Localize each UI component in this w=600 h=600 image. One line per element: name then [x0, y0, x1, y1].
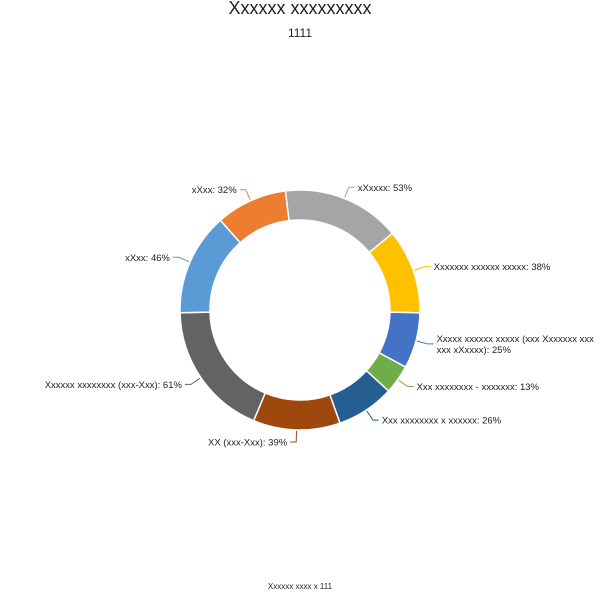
donut-slice-7 — [179, 311, 267, 422]
donut-slice-8 — [179, 219, 242, 314]
slice-label-xxxx-32: xXxx: 32% — [192, 185, 237, 196]
leader-line-7 — [184, 377, 201, 385]
leader-line-8 — [172, 256, 190, 263]
leader-line-5 — [366, 410, 379, 421]
slice-label-xxxxxx-xxxxxxxx-xxx-xxx-61: Xxxxxx xxxxxxxx (xxx-Xxx): 61% — [45, 380, 183, 391]
donut-slice-9 — [219, 190, 290, 244]
leader-line-6 — [290, 430, 298, 443]
chart-footnote: Xxxxxx xxxx x 111 — [267, 582, 333, 591]
slice-label-xx-xxx-xxx-39: XX (xxx-Xxx): 39% — [208, 437, 288, 448]
leader-line-3 — [416, 340, 434, 345]
slice-label-xxx-xxxxxxxx-x-xxxxxx-26: Xxx xxxxxxxx x xxxxxx: 26% — [382, 416, 502, 427]
leader-line-4 — [398, 379, 414, 388]
slice-label-xxxxxxx-xxxxxx-xxxxx-38: Xxxxxxx xxxxxx xxxxx: 38% — [434, 262, 551, 273]
slice-label-xxxx-46: xXxx: 46% — [125, 253, 170, 264]
leader-line-2 — [414, 266, 431, 271]
chart-title: Xxxxxx xxxxxxxxx — [228, 0, 372, 18]
donut-slice-2 — [368, 232, 421, 314]
slice-label-xxxxx-xxxxxx-xxxxx-xxx-xxxxxxx-xxx-xxx-x: Xxxxx xxxxxx xxxxx (xxx Xxxxxxx xxx xxx x… — [437, 334, 595, 356]
leader-line-9 — [239, 189, 251, 200]
slice-label-xxxxxx-53: xXxxxx: 53% — [358, 183, 413, 194]
chart-subtitle: 1111 — [287, 26, 313, 40]
leader-line-1 — [344, 186, 355, 198]
slice-label-xxx-xxxxxxxx-xxxxxxx-13: Xxx xxxxxxxx - xxxxxxx: 13% — [417, 382, 540, 393]
donut-slice-6 — [252, 392, 341, 431]
donut-slice-1 — [284, 189, 394, 254]
